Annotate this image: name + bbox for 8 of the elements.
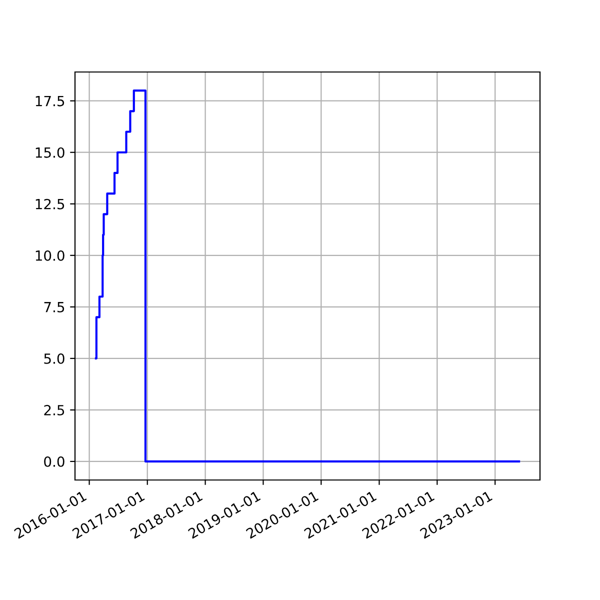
y-tick-label: 17.5 bbox=[36, 96, 64, 106]
y-tick-label: 10.0 bbox=[36, 250, 64, 261]
y-tick-label: 15.0 bbox=[36, 147, 64, 158]
y-tick-label: 2.5 bbox=[44, 404, 64, 416]
y-tick-label: 12.5 bbox=[36, 198, 64, 210]
y-tick-label: 0.0 bbox=[44, 456, 64, 467]
y-tick-label: 5.0 bbox=[44, 353, 64, 364]
y-tick-label: 7.5 bbox=[44, 302, 64, 312]
